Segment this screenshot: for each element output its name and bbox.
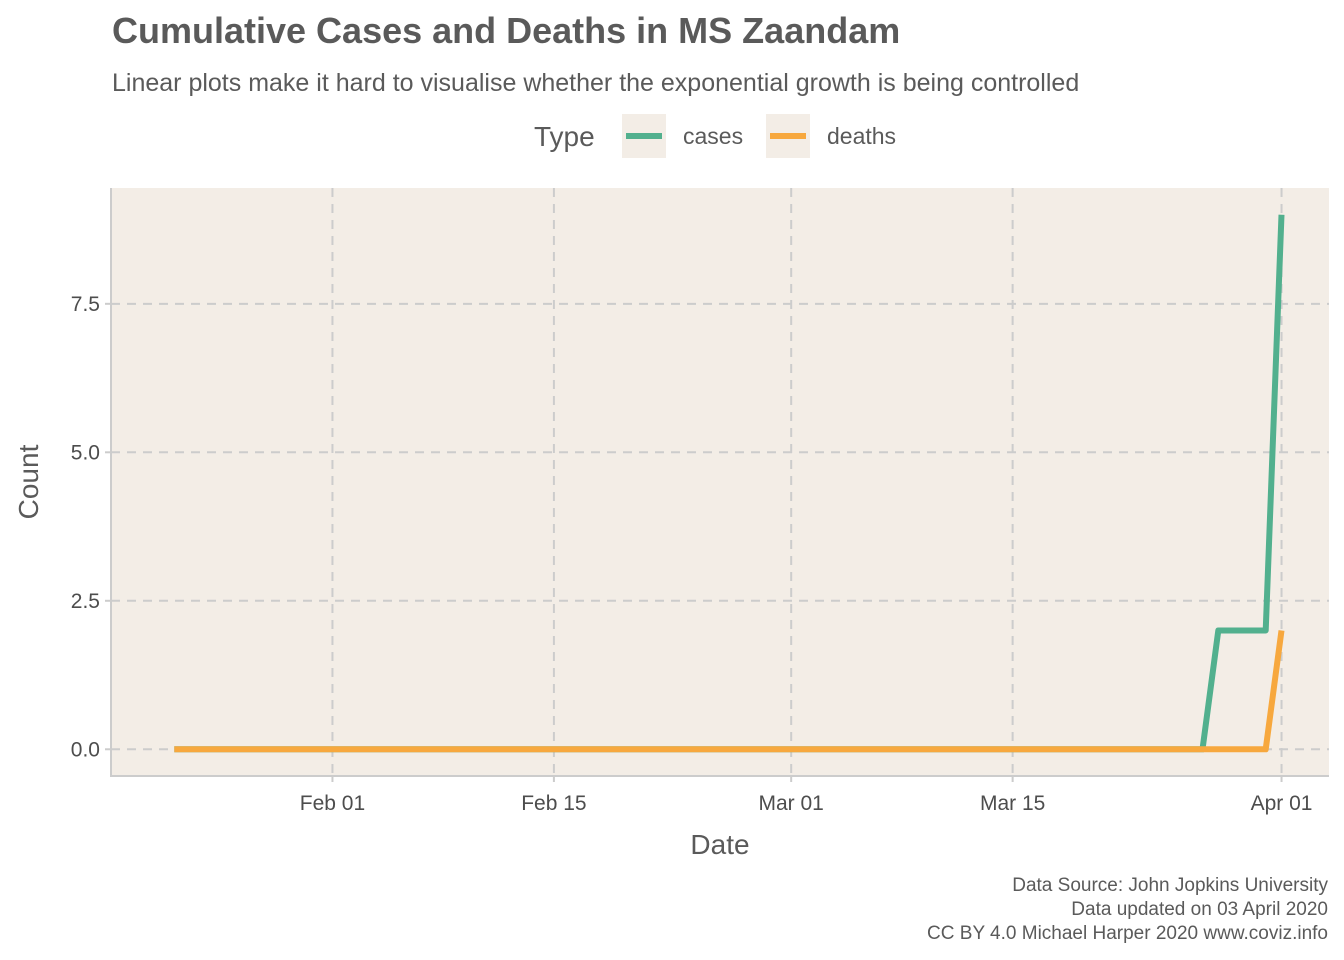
x-tick-label: Apr 01 (1251, 792, 1313, 815)
y-axis-title: Count (13, 444, 44, 519)
caption-line: Data Source: John Jopkins University (1012, 875, 1328, 896)
chart-subtitle: Linear plots make it hard to visualise w… (112, 69, 1079, 97)
legend: Type cases deaths (534, 114, 896, 158)
x-axis-title: Date (690, 829, 749, 860)
tick-labels: 0.0 2.5 5.0 7.5 Feb 01 Feb 15 Mar 01 Mar 15 Apr … (71, 293, 1313, 815)
y-tick-label: 2.5 (71, 590, 100, 613)
caption: Data Source: John Jopkins University Dat… (927, 875, 1328, 944)
series-lines (174, 214, 1285, 753)
x-tick-label: Feb 15 (521, 792, 586, 815)
plot-panel (111, 188, 1329, 776)
legend-title: Type (534, 121, 595, 152)
y-tick-label: 0.0 (71, 738, 100, 761)
legend-label: cases (683, 123, 743, 149)
legend-item-deaths: deaths (766, 114, 896, 158)
caption-line: CC BY 4.0 Michael Harper 2020 www.coviz.… (927, 923, 1328, 944)
axes (105, 188, 1329, 782)
x-tick-label: Mar 15 (980, 792, 1045, 815)
x-tick-label: Feb 01 (300, 792, 365, 815)
chart-title: Cumulative Cases and Deaths in MS Zaanda… (112, 10, 900, 51)
series-line-deaths (174, 630, 1285, 753)
x-tick-label: Mar 01 (759, 792, 824, 815)
legend-item-cases: cases (622, 114, 743, 158)
caption-line: Data updated on 03 April 2020 (1071, 899, 1328, 920)
legend-label: deaths (827, 123, 896, 149)
y-tick-label: 5.0 (71, 441, 100, 464)
y-tick-label: 7.5 (71, 293, 100, 316)
